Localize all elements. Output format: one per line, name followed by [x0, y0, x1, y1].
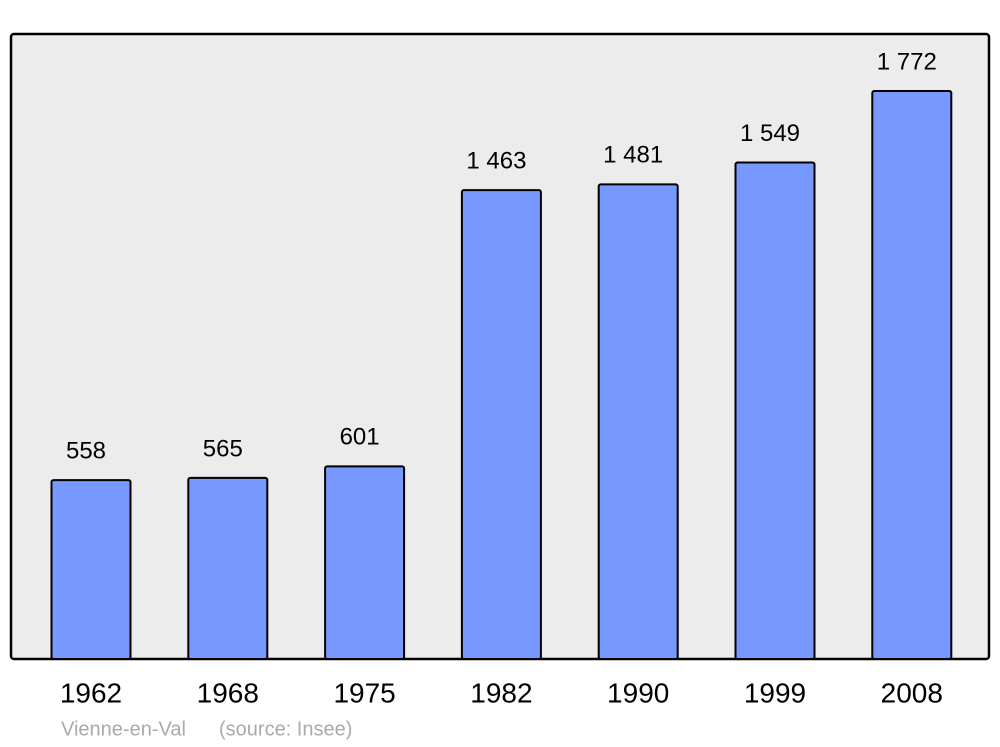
x-tick-label: 1962	[60, 677, 122, 708]
value-label: 1 463	[466, 147, 526, 174]
source: (source: Insee)	[219, 718, 352, 740]
x-tick-label: 1975	[333, 677, 395, 708]
bar	[50, 479, 132, 660]
bar	[324, 465, 406, 660]
bar	[460, 189, 542, 660]
x-tick-label: 1982	[470, 677, 532, 708]
caption: Vienne-en-Val	[61, 718, 186, 740]
x-tick-label: 1990	[607, 677, 669, 708]
x-tick-label: 1968	[197, 677, 259, 708]
x-tick-label: 1999	[744, 677, 806, 708]
bar	[871, 90, 953, 661]
bar	[187, 476, 269, 660]
value-label: 1 481	[603, 142, 663, 169]
value-label: 565	[203, 435, 243, 462]
value-label: 1 549	[740, 120, 800, 147]
bar	[597, 183, 679, 660]
value-label: 601	[340, 424, 380, 451]
x-tick-label: 2008	[881, 677, 943, 708]
value-label: 1 772	[877, 48, 937, 75]
bar	[734, 161, 816, 660]
value-label: 558	[66, 437, 106, 464]
